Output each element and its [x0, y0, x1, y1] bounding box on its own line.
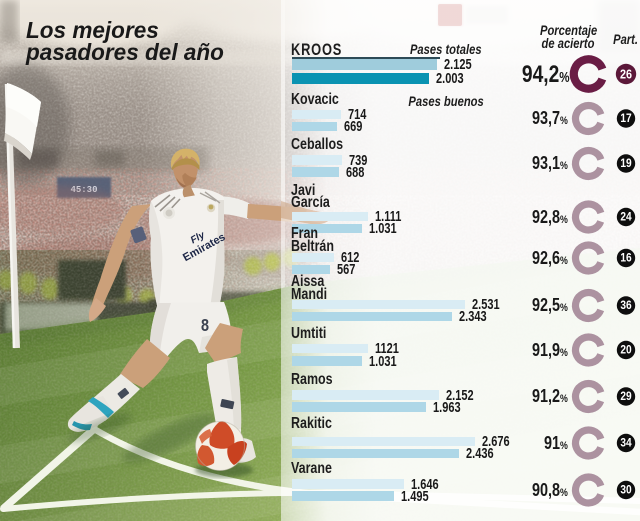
- svg-text:8: 8: [201, 316, 209, 336]
